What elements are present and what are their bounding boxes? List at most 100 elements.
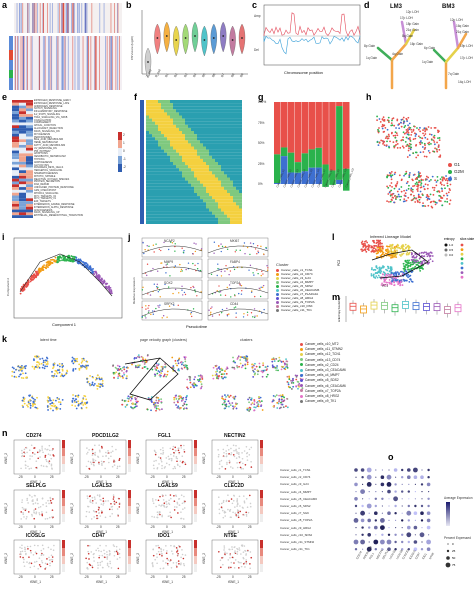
f-cell [179,208,182,212]
k-point [24,372,27,375]
f-cell [149,158,152,162]
k-point [51,404,54,407]
f-cell [206,140,209,144]
l-point [402,244,404,246]
f-cell [170,165,173,169]
n-point [159,448,162,451]
k-point [75,401,78,404]
n-point [45,511,48,514]
f-cell [197,143,200,147]
e-cell-16-0 [12,144,19,148]
j-point [156,286,158,288]
k-legend-label-1: Cancer_cells_c11_STMN2 [305,347,343,352]
f-cell [233,155,236,159]
k-point [280,401,282,404]
j-legend-dot-3 [276,280,279,284]
l-point [380,245,383,248]
j-xlabel: Pseudotime [186,324,208,329]
h-point [403,194,406,197]
f-cell [155,183,158,187]
k-point [216,376,218,379]
e-row-label-22: ADIPOGENESIS [34,160,53,164]
f-cell [206,112,209,116]
n-point [161,515,163,518]
f-cell [182,155,185,159]
j-point [189,313,192,315]
k-point [251,402,254,404]
g-bar-g1-0 [274,102,281,155]
l-point [422,252,425,254]
f-cell [227,106,230,110]
k-point [257,405,260,408]
k-point [283,367,286,370]
e-cell-15-1 [19,142,26,145]
l-point [401,253,404,256]
f-cell [239,180,242,184]
f-cell [218,121,221,125]
f-cell [224,165,227,169]
l-point [408,275,411,278]
i-point [65,259,68,262]
j-point [226,286,228,289]
f-cell [185,131,188,135]
f-cell [197,127,200,131]
k-point [154,406,156,409]
i-point [92,272,95,275]
f-cell [230,146,233,150]
f-cell [188,121,191,125]
i-point [51,262,54,265]
f-cell [188,217,191,221]
h-point [393,124,396,127]
n-point [92,510,95,512]
f-cell [158,137,161,141]
n-point [37,502,39,505]
f-cell [164,171,167,175]
j-subplot-2 [141,258,203,279]
n-point [88,449,90,451]
l-point [429,251,432,254]
k-legend-item-11: Cancer_cells_c9_TK1 [300,399,346,404]
f-cell [215,193,218,197]
f-cell [179,165,182,169]
f-cell [197,196,200,200]
f-cell [155,137,158,141]
h-point [441,187,443,190]
m-box-6 [412,302,420,311]
f-cell [203,211,206,215]
j-point [224,245,227,248]
f-cell [224,193,227,197]
n-point [38,512,41,514]
f-cell [155,112,158,116]
n-frame-6 [145,489,193,525]
n-point [22,508,25,510]
k-legend-dot-1 [300,347,303,351]
h-point [383,144,386,147]
k-point [59,403,62,406]
k-point [178,407,181,410]
f-cell [197,174,200,178]
n-point [28,449,31,452]
f-cell [215,146,218,150]
k-point [231,366,234,369]
g-bar-g2m-1 [280,147,288,157]
e-row-label-11: KRAS_SIGNALING_DN [34,129,60,133]
f-cell [182,186,185,190]
k-point [246,407,249,410]
f-cell [218,162,221,166]
n-point [177,447,180,450]
f-cell [224,149,227,153]
n-point [226,444,229,447]
h-point [426,138,429,141]
f-cell [203,106,206,110]
h-point [427,149,430,152]
f-cell [173,115,176,119]
k-point [73,361,76,363]
j-point [165,272,167,274]
f-cell [233,127,236,131]
h-point [446,182,449,185]
f-cell [188,208,191,212]
n-point [98,494,101,496]
d-bm3-event-5: 16q Gain [456,24,469,28]
e-row-label-14: BILE_ACID_METABOLISM [34,138,64,142]
k-point [99,383,102,386]
